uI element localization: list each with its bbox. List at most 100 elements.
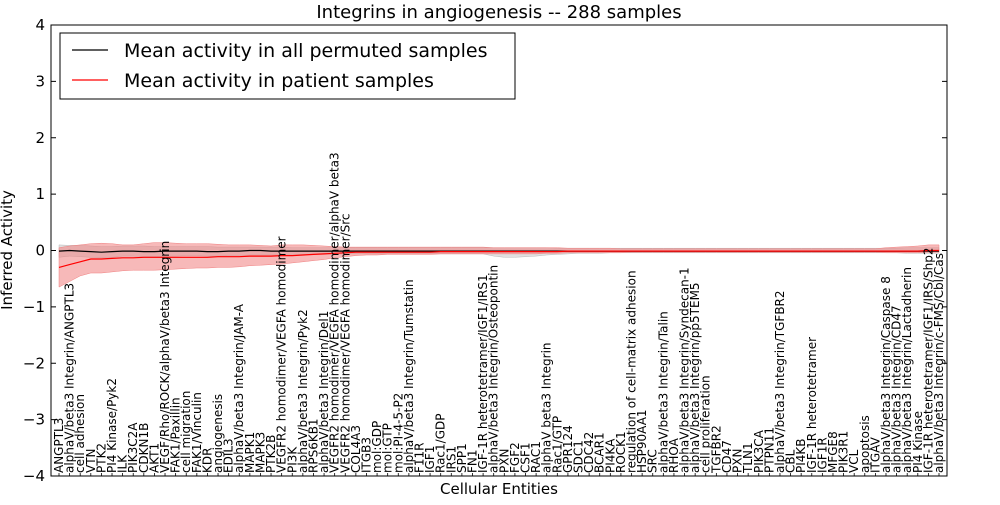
series-line-1 <box>58 249 939 268</box>
y-tick-label: 2 <box>35 129 45 147</box>
x-tick-label: IGF1R <box>815 437 829 473</box>
x-tick-label: FAK1/Vinculin <box>190 392 204 473</box>
x-tick-label: VEGF/Rho/ROCK/alphaV/beta3 Integrin <box>158 241 172 473</box>
x-tick-label: PIK3R1 <box>837 431 851 473</box>
x-tick-label: COL4A3 <box>349 425 363 473</box>
x-tick-label: PIK3CA <box>752 429 766 473</box>
legend-label-patient: Mean activity in patient samples <box>124 70 434 92</box>
x-tick-label: PI4KA <box>603 438 617 473</box>
x-tick-label: alphaV/beta3 Integrin/JAM-A <box>232 303 246 473</box>
x-tick-label: alphaV beta3 Integrin <box>540 342 554 473</box>
x-tick-label: TGFBR2 <box>709 425 723 474</box>
x-tick-label: alphaV/beta3 Integrin/TGFBR2 <box>773 290 787 473</box>
x-tick-label: IGF1 <box>423 446 437 473</box>
x-tick-label: alphaV/beta3 Integrin/Lactadherin <box>900 267 914 473</box>
x-tick-label: Rac1/GTP <box>550 416 564 473</box>
x-tick-label: IGF-1R heterotetramer/IGF1/IRS/Shp2 <box>921 247 935 473</box>
x-tick-label: CSF1 <box>519 442 533 473</box>
y-tick-label: 3 <box>35 72 45 90</box>
x-tick-label: alphaV/beta3 Integrin/Tumstatin <box>402 279 416 473</box>
x-tick-label: Rac1/GDP <box>434 414 448 473</box>
x-tick-label: IGF-1R heterotetramer/IGF1/IRS1 <box>476 274 490 473</box>
x-tick-label: regulation of cell-matrix adhesion <box>625 270 639 473</box>
x-tick-label: RPS6KB1 <box>307 418 321 473</box>
x-tick-label: cell adhesion <box>73 394 87 473</box>
x-tick-label: alphaV/beta3 Integrin/CD47 <box>890 305 904 473</box>
x-tick-label: SPP1 <box>455 443 469 473</box>
x-tick-label: IRS1 <box>444 446 458 473</box>
plot-layer <box>58 242 940 288</box>
x-tick-label: VEGFR2 homodimer/VEGFA homodimer/Src <box>338 213 352 473</box>
x-tick-label: CD47 <box>720 440 734 473</box>
x-tick-label: alphaV/beta3 Integrin/Pyk2 <box>296 309 310 473</box>
x-tick-label: alphaV/beta3 Integrin/Syndecan-1 <box>678 267 692 473</box>
x-tick-label: TLN1 <box>741 442 755 474</box>
x-tick-label: cell proliferation <box>699 375 713 473</box>
x-tick-label: PI4KB <box>794 438 808 473</box>
legend-box <box>59 32 516 100</box>
x-tick-label: PI4 Kinase <box>911 411 925 473</box>
x-tick-label: FAK1/Paxillin <box>169 397 183 473</box>
x-tick-label: PXN <box>497 449 511 473</box>
x-tick-label: CBL <box>784 449 798 473</box>
x-tick-label: angiogenesis <box>211 394 225 473</box>
x-tick-label: PTPN11 <box>762 427 776 473</box>
x-tick-label: VEGFR2 homodimer/VEGFA homodimer <box>275 236 289 473</box>
x-tick-label: FN1 <box>466 449 480 473</box>
x-tick-label: MAPK3 <box>253 432 267 473</box>
x-tick-label: ANGPTL3 <box>52 418 66 473</box>
chart-title: Integrins in angiogenesis -- 288 samples <box>316 2 681 23</box>
x-tick-label: MAPK1 <box>243 432 257 473</box>
x-tick-label: HSP90AA1 <box>635 409 649 473</box>
series-band-1 <box>58 242 940 288</box>
x-axis-label: Cellular Entities <box>440 480 558 498</box>
x-tick-label: PTK2 <box>94 443 108 473</box>
x-tick-label: FGF2 <box>508 442 522 473</box>
x-tick-label: SRC <box>646 449 660 473</box>
legend: Mean activity in all permuted samples Me… <box>59 32 516 100</box>
x-tick-label: cell migration <box>179 391 193 473</box>
x-tick-label: RAC1 <box>529 441 543 473</box>
x-tick-label: ROCK1 <box>614 431 628 473</box>
x-tick-label: alphaV/beta3 Integrin/Caspase 8 <box>879 276 893 473</box>
x-tick-label: IGF-1R heterotetramer <box>805 337 819 473</box>
x-tick-label: mol:GTP <box>381 423 395 473</box>
x-tick-label: PI4 Kinase/Pyk2 <box>105 378 119 473</box>
x-tick-label: ITGAV <box>868 436 882 473</box>
x-tick-label: alphaV/beta3 Integrin/Talin <box>656 311 670 473</box>
x-tick-label: VTN <box>84 448 98 473</box>
x-tick-label: PIK3C2A <box>126 422 140 473</box>
y-axis-label: Inferred Activity <box>0 190 16 310</box>
x-tick-label: AKT1 <box>147 443 161 473</box>
x-tick-label: mol:PI-4-5-P2 <box>391 393 405 473</box>
y-tick-label: 0 <box>35 242 45 260</box>
x-tick-label: ITGB3 <box>360 437 374 473</box>
x-tick-label: alphaV/beta3 Integrin/ANGPTL3 <box>63 283 77 473</box>
x-tick-label: CDKN1B <box>137 423 151 473</box>
x-tick-label: alphaV/beta3 Integrin/Del1 <box>317 311 331 473</box>
x-tick-label: VEGFR2 homodimer/VEGFA homodimer/alphaV … <box>328 152 342 473</box>
x-tick-label: mol:GDP <box>370 421 384 473</box>
y-tick-label: 4 <box>35 16 45 34</box>
x-tick-label: ILK <box>116 454 130 473</box>
y-tick-label: −4 <box>23 467 45 485</box>
x-tick-label: alphaV/beta3 Integrin/c-FMS/Cbl/Cas <box>932 253 946 473</box>
x-tick-label: VCL <box>847 449 861 473</box>
legend-label-permuted: Mean activity in all permuted samples <box>124 40 487 62</box>
x-tick-label: PI3K <box>285 446 299 473</box>
x-tick-label: RHOA <box>667 437 681 473</box>
y-tick-label: −1 <box>23 298 45 316</box>
x-tick-label: F11R <box>413 442 427 473</box>
y-tick-label: 1 <box>35 185 45 203</box>
x-tick-label: alphaV/beta3 Integrin/Osteopontin <box>487 265 501 473</box>
x-tick-label: EDIL3 <box>222 438 236 473</box>
x-tick-label: alphaV/beta3 Integrin/pp5TEM5 <box>688 282 702 473</box>
x-tick-label: MFGE8 <box>826 431 840 473</box>
y-tick-label: −3 <box>23 411 45 429</box>
x-tick-label: KDR <box>200 448 214 473</box>
x-tick-label: CDC42 <box>582 432 596 473</box>
x-tick-label: PTK2B <box>264 435 278 473</box>
